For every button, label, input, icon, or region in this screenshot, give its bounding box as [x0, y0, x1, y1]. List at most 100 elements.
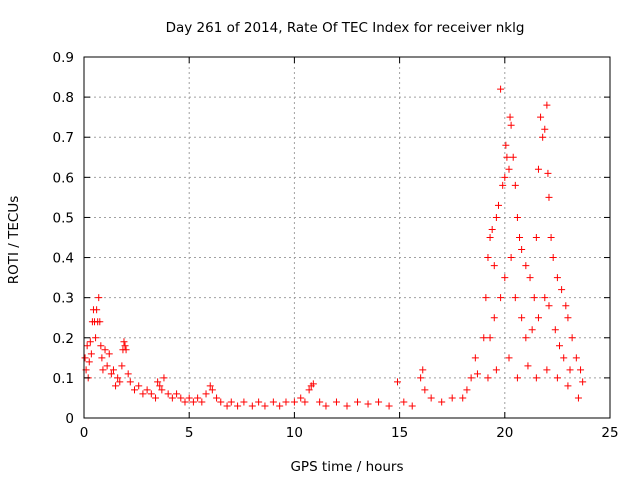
data-point — [101, 346, 109, 354]
data-point — [95, 294, 103, 302]
data-point — [482, 294, 490, 302]
data-point — [97, 342, 105, 350]
data-point — [492, 366, 500, 374]
data-point — [522, 262, 530, 270]
data-point — [486, 234, 494, 241]
data-point — [486, 334, 494, 342]
data-point — [518, 246, 526, 254]
data-point — [560, 354, 568, 362]
data-point — [375, 398, 383, 406]
data-point — [549, 254, 557, 262]
data-point — [297, 394, 305, 402]
data-point — [501, 274, 509, 282]
data-point — [505, 354, 513, 362]
data-point — [551, 326, 559, 334]
data-point — [574, 394, 582, 402]
data-point — [98, 354, 106, 362]
data-point — [524, 362, 532, 370]
x-axis-label: GPS time / hours — [290, 459, 403, 475]
data-point — [354, 398, 362, 406]
data-point — [332, 398, 340, 406]
data-point — [490, 314, 498, 322]
data-point — [492, 213, 500, 221]
data-point — [177, 394, 185, 402]
data-point — [255, 398, 263, 406]
data-point — [438, 398, 446, 406]
data-point — [234, 402, 242, 410]
data-point — [448, 394, 456, 402]
data-point — [269, 398, 277, 406]
data-point — [316, 398, 324, 406]
data-point — [160, 374, 168, 382]
data-point — [553, 374, 561, 382]
data-point — [96, 318, 104, 326]
data-point — [511, 181, 519, 189]
data-point — [173, 390, 181, 398]
data-point — [572, 354, 580, 362]
data-point — [124, 370, 132, 378]
data-point — [553, 274, 561, 282]
data-point — [103, 362, 111, 370]
data-point — [208, 386, 216, 394]
data-point — [143, 386, 151, 394]
data-point — [309, 380, 317, 388]
data-point — [147, 390, 155, 398]
x-tick-label: 5 — [185, 425, 194, 441]
data-point — [185, 394, 193, 402]
data-point — [139, 390, 147, 398]
data-point — [526, 274, 534, 282]
data-point — [541, 294, 549, 302]
data-point — [105, 350, 113, 358]
y-tick-label: 0.1 — [53, 371, 74, 387]
data-point — [545, 193, 553, 201]
data-point — [164, 390, 172, 398]
data-point — [116, 378, 124, 386]
data-point — [497, 85, 505, 93]
y-tick-label: 0.4 — [53, 251, 74, 267]
data-point — [513, 374, 521, 382]
data-point — [107, 370, 115, 378]
data-point — [579, 378, 587, 386]
data-point — [189, 398, 197, 406]
data-point — [544, 169, 552, 177]
data-point — [506, 113, 514, 121]
data-point — [556, 342, 564, 350]
x-tick-label: 15 — [391, 425, 408, 441]
data-point — [217, 398, 225, 406]
y-tick-label: 0 — [65, 411, 74, 427]
data-point — [322, 402, 330, 410]
data-point — [385, 402, 393, 410]
data-point — [393, 378, 401, 386]
data-point — [543, 101, 551, 109]
data-point — [417, 374, 425, 382]
data-point — [471, 354, 479, 362]
data-point — [566, 366, 574, 374]
y-tick-label: 0.6 — [53, 170, 74, 186]
data-point — [522, 334, 530, 342]
data-point — [543, 366, 551, 374]
x-tick-label: 0 — [80, 425, 89, 441]
data-point — [227, 398, 235, 406]
data-point — [408, 402, 416, 410]
data-point — [248, 402, 256, 410]
data-point — [112, 382, 120, 390]
x-tick-label: 10 — [286, 425, 303, 441]
data-point — [528, 326, 536, 334]
data-point — [513, 213, 521, 221]
data-point — [507, 121, 515, 129]
data-point — [497, 294, 505, 302]
data-point — [558, 286, 566, 294]
data-point — [213, 394, 221, 402]
data-point — [539, 133, 547, 141]
data-point — [206, 382, 214, 390]
data-point — [156, 382, 164, 390]
data-point — [343, 402, 351, 410]
data-point — [93, 306, 101, 314]
data-point — [499, 181, 507, 189]
y-tick-label: 0.8 — [53, 90, 74, 106]
data-point — [122, 346, 130, 354]
data-point — [223, 402, 231, 410]
data-point — [427, 394, 435, 402]
data-point — [194, 394, 202, 402]
data-point — [534, 165, 542, 173]
